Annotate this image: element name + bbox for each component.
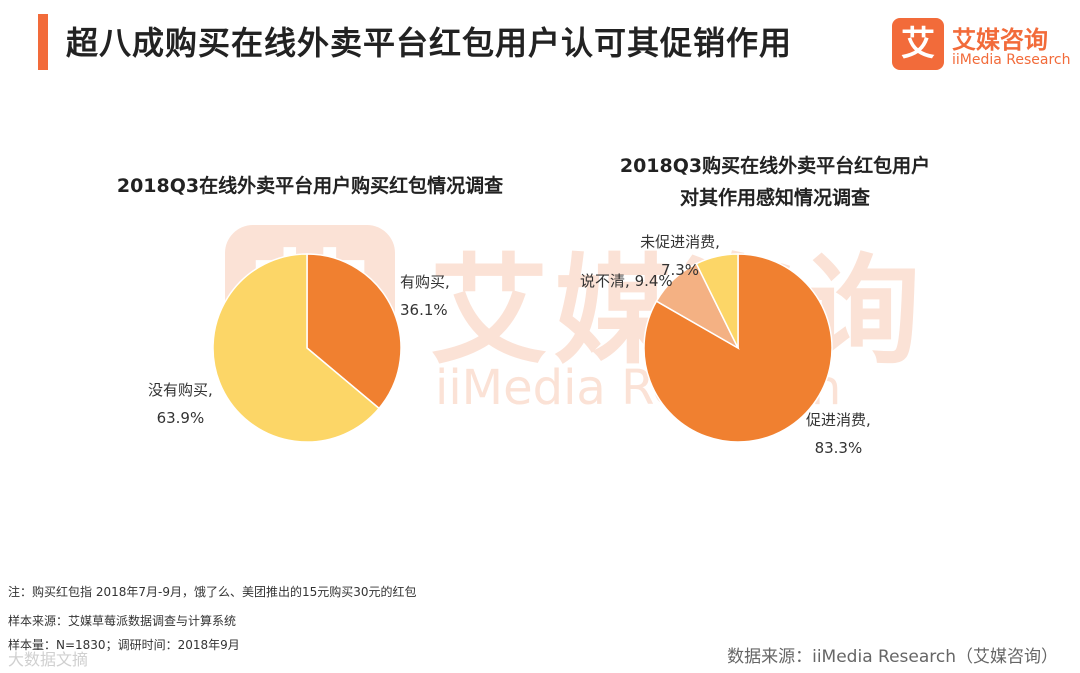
chart-2-slice-2 [695, 253, 739, 349]
chart-2-label-not-promote-value: 7.3% [660, 261, 700, 279]
logo-mark-icon: 艾 [892, 18, 944, 70]
chart-1-label-no-name: 没有购买, [148, 381, 213, 399]
chart-1-pie [212, 253, 402, 443]
chart-2-label-unclear: 说不清, 9.4% [580, 267, 673, 295]
chart-2-label-not-promote: 未促进消费, 7.3% [638, 228, 722, 284]
chart-1-label-yes-name: 有购买, [400, 273, 450, 291]
chart-2-label-not-promote-name: 未促进消费, [640, 233, 720, 251]
chart-2-title: 2018Q3购买在线外卖平台红包用户 对其作用感知情况调查 [565, 150, 985, 214]
chart-2-label-promote: 促进消费, 83.3% [806, 406, 871, 462]
sample-source: 样本来源：艾媒草莓派数据调查与计算系统 [8, 614, 237, 628]
chart-2-label-unclear-name: 说不清, [580, 272, 630, 290]
chart-1-label-yes: 有购买, 36.1% [400, 268, 450, 324]
iimedia-logo: 艾 艾媒咨询 iiMedia Research [892, 18, 1071, 74]
chart-2-label-promote-value: 83.3% [814, 439, 863, 457]
sample-size: 样本量：N=1830；调研时间：2018年9月 [8, 638, 240, 652]
logo-name-en: iiMedia Research [952, 52, 1071, 68]
chart-1-slice-1 [212, 253, 381, 443]
chart-1-label-no: 没有购买, 63.9% [148, 376, 213, 432]
chart-2-label-promote-name: 促进消费, [806, 411, 871, 429]
logo-name-cn: 艾媒咨询 [952, 26, 1048, 54]
chart-2-title-line-2: 对其作用感知情况调查 [679, 187, 870, 209]
footnote: 注：购买红包指 2018年7月-9月，饿了么、美团推出的15元购买30元的红包 [8, 585, 417, 599]
chart-2-pie [643, 253, 833, 443]
chart-2-label-unclear-value: 9.4% [634, 272, 673, 290]
chart-1-slice-0 [306, 253, 402, 410]
page-title: 超八成购买在线外卖平台红包用户认可其促销作用 [66, 24, 793, 62]
chart-2-title-line-1: 2018Q3购买在线外卖平台红包用户 [619, 155, 931, 177]
chart-2-slice-0 [643, 253, 833, 443]
wechat-watermark: 大数据文摘 [8, 650, 89, 669]
chart-1-label-yes-value: 36.1% [400, 301, 448, 319]
title-accent-bar [38, 14, 48, 70]
chart-1-title: 2018Q3在线外卖平台用户购买红包情况调查 [116, 175, 504, 197]
data-source: 数据来源：iiMedia Research（艾媒咨询） [727, 647, 1058, 667]
chart-1-label-no-value: 63.9% [156, 409, 205, 427]
